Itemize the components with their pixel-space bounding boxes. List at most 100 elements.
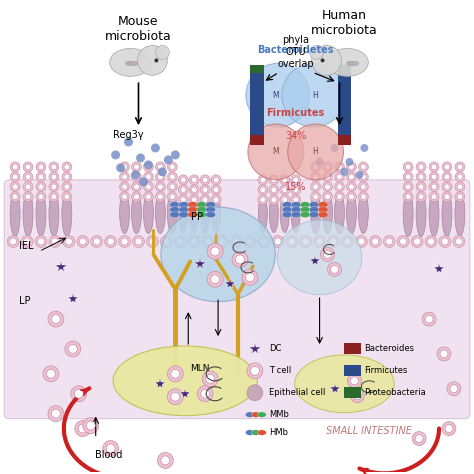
Circle shape — [134, 174, 139, 180]
Circle shape — [155, 182, 165, 192]
Circle shape — [274, 238, 281, 245]
Ellipse shape — [246, 412, 255, 418]
Circle shape — [181, 197, 186, 202]
Circle shape — [134, 194, 139, 200]
Circle shape — [431, 184, 437, 190]
Ellipse shape — [283, 202, 292, 208]
Circle shape — [149, 238, 156, 245]
Circle shape — [233, 238, 239, 245]
Circle shape — [411, 236, 423, 247]
Circle shape — [122, 184, 128, 190]
Circle shape — [324, 250, 331, 258]
Circle shape — [361, 184, 366, 190]
Circle shape — [440, 350, 448, 358]
Circle shape — [416, 162, 426, 172]
Circle shape — [49, 236, 61, 247]
Circle shape — [244, 236, 256, 247]
Circle shape — [78, 424, 87, 433]
Circle shape — [157, 184, 163, 190]
Circle shape — [10, 172, 20, 182]
Circle shape — [191, 238, 198, 245]
Circle shape — [346, 192, 356, 202]
Circle shape — [207, 244, 223, 259]
Circle shape — [260, 187, 265, 192]
Text: DC: DC — [269, 345, 281, 354]
Circle shape — [24, 238, 30, 245]
Circle shape — [442, 192, 452, 202]
Circle shape — [431, 164, 437, 170]
Ellipse shape — [403, 192, 413, 237]
Circle shape — [121, 238, 128, 245]
Circle shape — [444, 184, 450, 190]
Circle shape — [25, 184, 31, 190]
Circle shape — [210, 275, 219, 284]
Ellipse shape — [170, 202, 180, 208]
Ellipse shape — [109, 48, 151, 76]
Text: M: M — [273, 147, 279, 156]
Circle shape — [103, 440, 118, 456]
Circle shape — [200, 185, 210, 195]
Circle shape — [412, 431, 426, 446]
Ellipse shape — [416, 192, 426, 237]
Circle shape — [403, 182, 413, 192]
Ellipse shape — [155, 192, 165, 234]
Circle shape — [337, 174, 342, 180]
Circle shape — [10, 162, 20, 172]
Circle shape — [124, 137, 133, 146]
Circle shape — [48, 406, 64, 421]
Circle shape — [323, 172, 333, 182]
Circle shape — [361, 194, 366, 200]
Circle shape — [300, 236, 311, 247]
Circle shape — [213, 197, 219, 202]
Bar — [337, 73, 351, 135]
Text: Epithelial cell: Epithelial cell — [269, 388, 325, 397]
Circle shape — [350, 389, 365, 403]
Ellipse shape — [206, 202, 216, 208]
Circle shape — [280, 175, 290, 185]
Ellipse shape — [23, 192, 33, 237]
Circle shape — [414, 238, 420, 245]
Circle shape — [447, 382, 461, 396]
Circle shape — [25, 164, 31, 170]
Circle shape — [453, 236, 465, 247]
Circle shape — [354, 392, 361, 400]
Circle shape — [450, 385, 458, 393]
Ellipse shape — [291, 212, 301, 218]
Circle shape — [425, 315, 433, 323]
Circle shape — [49, 172, 59, 182]
Circle shape — [189, 175, 199, 185]
Circle shape — [111, 150, 120, 159]
Circle shape — [122, 164, 128, 170]
Circle shape — [49, 192, 59, 202]
Circle shape — [181, 187, 186, 192]
Circle shape — [35, 236, 47, 247]
Circle shape — [455, 192, 465, 202]
Circle shape — [439, 236, 451, 247]
Circle shape — [10, 182, 20, 192]
Text: Bacteroidetes: Bacteroidetes — [257, 46, 334, 55]
Circle shape — [455, 182, 465, 192]
Circle shape — [337, 194, 342, 200]
Circle shape — [51, 315, 60, 324]
Circle shape — [347, 374, 361, 388]
Circle shape — [397, 236, 409, 247]
Ellipse shape — [291, 202, 301, 208]
Circle shape — [416, 182, 426, 192]
Circle shape — [455, 162, 465, 172]
Circle shape — [157, 453, 173, 468]
Circle shape — [418, 174, 424, 180]
Circle shape — [211, 195, 221, 205]
Circle shape — [316, 158, 324, 166]
Circle shape — [137, 46, 167, 75]
Text: overlap: overlap — [277, 59, 314, 69]
Circle shape — [246, 64, 310, 127]
Circle shape — [49, 182, 59, 192]
Ellipse shape — [188, 202, 198, 208]
Text: LP: LP — [19, 296, 31, 306]
Circle shape — [134, 164, 139, 170]
Ellipse shape — [283, 207, 292, 213]
Circle shape — [79, 238, 86, 245]
Bar — [337, 135, 351, 145]
Circle shape — [188, 236, 200, 247]
Circle shape — [213, 187, 219, 192]
